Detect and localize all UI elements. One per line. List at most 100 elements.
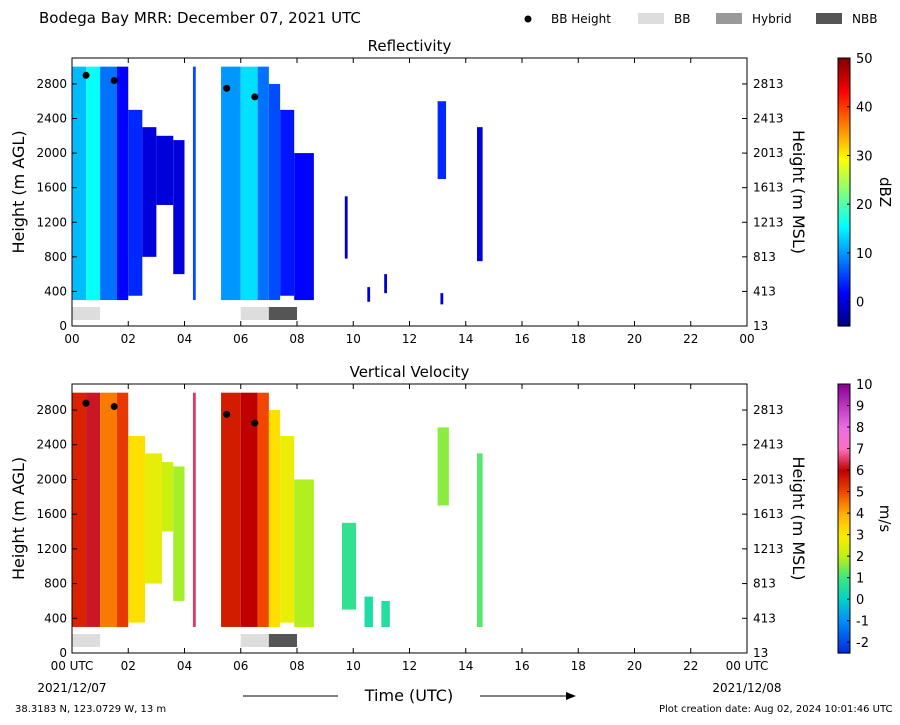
velocity-x-tick-label: 10: [346, 659, 361, 673]
velocity-colorbar-cell: [838, 545, 850, 549]
plot-creation-date: Plot creation date: Aug 02, 2024 10:01:4…: [659, 704, 893, 715]
reflectivity-colorbar-cell: [838, 194, 850, 198]
velocity-echo-segment: [173, 466, 185, 601]
velocity-y-tick-label-right: 2813: [753, 403, 784, 417]
velocity-echo-segment: [257, 392, 269, 627]
reflectivity-colorbar-cell: [838, 98, 850, 102]
velocity-colorbar-cell: [838, 570, 850, 573]
velocity-colorbar-cell: [838, 507, 850, 511]
velocity-colorbar-cell: [838, 401, 850, 405]
velocity-precip-type-bar: [72, 634, 101, 647]
velocity-echo-segment: [72, 392, 87, 627]
velocity-colorbar-cell: [838, 442, 850, 446]
velocity-colorbar-tick-label: 7: [856, 443, 864, 458]
reflectivity-colorbar-cell: [838, 71, 850, 75]
reflectivity-colorbar-cell: [838, 247, 850, 251]
velocity-colorbar-cell: [838, 428, 850, 432]
reflectivity-y-tick-label-left: 2400: [36, 112, 67, 126]
velocity-colorbar-cell: [838, 617, 850, 620]
reflectivity-colorbar-cell: [838, 104, 850, 108]
reflectivity-colorbar-cell: [838, 205, 850, 209]
reflectivity-colorbar-cell: [838, 187, 850, 191]
velocity-y-tick-label-right: 1613: [753, 507, 784, 521]
reflectivity-colorbar-cell: [838, 207, 850, 211]
reflectivity-colorbar-cell: [838, 102, 850, 106]
velocity-precip-type-bar: [240, 634, 269, 647]
reflectivity-colorbar-cell: [838, 171, 850, 175]
velocity-y-tick-label-left: 0: [59, 646, 67, 660]
reflectivity-colorbar-cell: [838, 109, 850, 113]
reflectivity-colorbar-cell: [838, 167, 850, 171]
reflectivity-colorbar-cell: [838, 250, 850, 253]
reflectivity-colorbar-cell: [838, 218, 850, 222]
reflectivity-colorbar-cell: [838, 252, 850, 256]
velocity-echo-segment: [477, 453, 483, 627]
velocity-colorbar-cell: [838, 424, 850, 428]
velocity-colorbar-cell: [838, 462, 850, 466]
reflectivity-colorbar-cell: [838, 238, 850, 242]
velocity-colorbar-cell: [838, 581, 850, 585]
reflectivity-colorbar-cell: [838, 241, 850, 244]
reflectivity-colorbar-cell: [838, 303, 850, 307]
velocity-title: Vertical Velocity: [350, 363, 470, 381]
reflectivity-echo-segment: [344, 196, 348, 259]
reflectivity-colorbar-cell: [838, 140, 850, 144]
velocity-echo-segment: [221, 392, 241, 627]
reflectivity-colorbar-cell: [838, 158, 850, 162]
reflectivity-x-tick-label: 08: [289, 332, 304, 346]
reflectivity-y-tick-label-right: 2813: [753, 77, 784, 91]
velocity-colorbar-cell: [838, 630, 850, 634]
reflectivity-colorbar-cell: [838, 221, 850, 224]
reflectivity-y-axis-label-left: Height (m AGL): [9, 130, 28, 253]
velocity-x-tick-label: 18: [571, 659, 586, 673]
reflectivity-colorbar-cell: [838, 116, 850, 119]
velocity-colorbar-cell: [838, 639, 850, 643]
reflectivity-colorbar-cell: [838, 82, 850, 86]
velocity-echo-segment: [280, 436, 295, 623]
velocity-echo-segment: [145, 453, 162, 584]
velocity-colorbar-cell: [838, 487, 850, 490]
velocity-colorbar-cell: [838, 538, 850, 542]
reflectivity-colorbar-cell: [838, 69, 850, 72]
velocity-colorbar-cell: [838, 621, 850, 625]
reflectivity-colorbar-cell: [838, 100, 850, 104]
velocity-colorbar-cell: [838, 596, 850, 600]
reflectivity-colorbar-cell: [838, 227, 850, 231]
reflectivity-colorbar-label: dBZ: [876, 177, 894, 207]
velocity-colorbar-cell: [838, 534, 850, 538]
velocity-colorbar-cell: [838, 406, 850, 410]
reflectivity-colorbar-cell: [838, 212, 850, 215]
velocity-colorbar-cell: [838, 496, 850, 499]
velocity-x-tick-label: 12: [402, 659, 417, 673]
reflectivity-title: Reflectivity: [368, 37, 452, 55]
velocity-colorbar-cell: [838, 417, 850, 421]
velocity-colorbar-cell: [838, 619, 850, 623]
velocity-colorbar-cell: [838, 585, 850, 589]
velocity-colorbar-cell: [838, 433, 850, 437]
reflectivity-colorbar-cell: [838, 75, 850, 79]
velocity-colorbar-cell: [838, 422, 850, 425]
reflectivity-x-tick-label: 14: [458, 332, 473, 346]
reflectivity-echo-segment: [437, 101, 447, 180]
reflectivity-colorbar-cell: [838, 145, 850, 148]
velocity-colorbar-cell: [838, 556, 850, 560]
reflectivity-colorbar-cell: [838, 136, 850, 139]
reflectivity-y-tick-label-left: 1200: [36, 215, 67, 229]
reflectivity-colorbar-cell: [838, 185, 850, 189]
reflectivity-y-axis-label-right: Height (m MSL): [789, 130, 808, 254]
reflectivity-colorbar-cell: [838, 305, 850, 309]
reflectivity-colorbar-cell: [838, 87, 850, 90]
velocity-colorbar-cell: [838, 576, 850, 580]
velocity-colorbar-label: m/s: [876, 505, 894, 533]
reflectivity-colorbar-cell: [838, 151, 850, 155]
reflectivity-colorbar-cell: [838, 174, 850, 177]
velocity-x-tick-label: 22: [683, 659, 698, 673]
reflectivity-precip-type-bar: [240, 307, 269, 320]
reflectivity-colorbar-cell: [838, 256, 850, 260]
reflectivity-colorbar-cell: [838, 107, 850, 110]
reflectivity-echo-segment: [117, 66, 129, 301]
reflectivity-echo-segment: [294, 153, 314, 301]
velocity-colorbar-tick-label: -2: [856, 636, 869, 651]
reflectivity-colorbar-cell: [838, 183, 850, 186]
velocity-x-tick-label: 16: [514, 659, 529, 673]
